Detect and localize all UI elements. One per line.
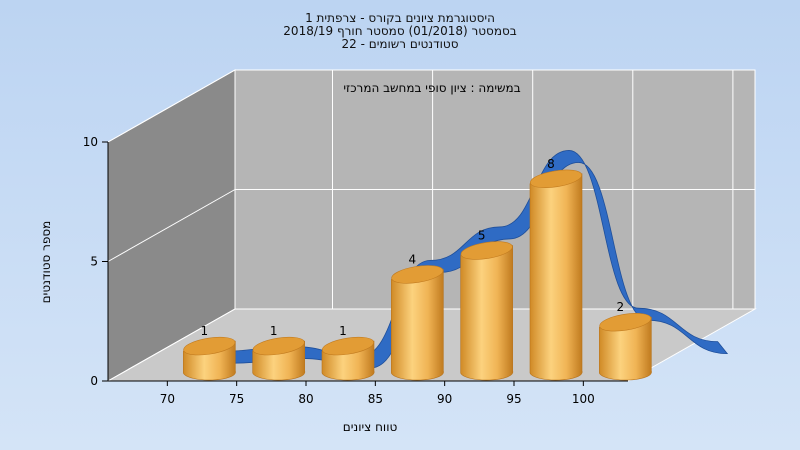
x-tick-label: 95 bbox=[506, 392, 521, 406]
x-tick-label: 90 bbox=[437, 392, 452, 406]
data-label: 1 bbox=[339, 324, 347, 338]
bar-top bbox=[391, 265, 444, 284]
bar bbox=[599, 313, 652, 381]
bar-top bbox=[252, 336, 305, 356]
chart-title: היסטוגרמת ציונים בקורס - צרפתית 1 בסמסטר… bbox=[283, 11, 516, 51]
title-line-2: בסמסטר (01/2018) סמסטר חורף 2018/19 bbox=[283, 24, 516, 38]
bar-top bbox=[599, 313, 652, 332]
data-label: 1 bbox=[270, 324, 278, 338]
bar-top bbox=[183, 336, 236, 356]
grid-line-side bbox=[107, 308, 236, 382]
bar-top bbox=[529, 169, 583, 188]
x-tick-label: 70 bbox=[160, 392, 175, 406]
bar-top bbox=[460, 241, 513, 260]
grid-line-side bbox=[107, 189, 236, 262]
x-axis-title: טווח ציונים bbox=[343, 420, 398, 434]
bar-top bbox=[321, 336, 375, 356]
bar bbox=[460, 241, 514, 381]
bar bbox=[252, 336, 306, 381]
x-tick-label: 100 bbox=[572, 392, 595, 406]
y-tick-label: 10 bbox=[83, 135, 98, 149]
bar bbox=[391, 265, 444, 381]
y-tick-label: 0 bbox=[90, 374, 98, 388]
bars-group bbox=[183, 169, 652, 381]
grid-line-side bbox=[107, 69, 236, 143]
data-label: 5 bbox=[478, 229, 486, 243]
bar bbox=[183, 336, 236, 381]
data-labels-group: 1 1 1 4 5 8 2 bbox=[201, 157, 625, 338]
data-label: 8 bbox=[547, 157, 555, 171]
title-line-1: היסטוגרמת ציונים בקורס - צרפתית 1 bbox=[305, 11, 495, 25]
bar-body bbox=[460, 245, 514, 381]
bar bbox=[321, 336, 375, 381]
title-line-3: סטודנטים רשומים - 22 bbox=[341, 37, 458, 51]
data-label: 2 bbox=[617, 300, 625, 314]
bar-body bbox=[391, 269, 444, 381]
y-axis: 0 5 10 bbox=[83, 135, 109, 388]
bar-body bbox=[599, 316, 652, 381]
x-tick-label: 85 bbox=[368, 392, 383, 406]
bar bbox=[529, 169, 583, 381]
x-tick-label: 75 bbox=[229, 392, 244, 406]
y-tick-label: 5 bbox=[90, 255, 98, 269]
y-axis-title: מספר סטודנטים bbox=[39, 221, 53, 304]
data-label: 4 bbox=[409, 252, 417, 266]
data-label: 1 bbox=[201, 324, 209, 338]
x-tick-label: 80 bbox=[298, 392, 313, 406]
x-axis: 70 75 80 85 90 95 100 bbox=[108, 380, 628, 406]
bar-body bbox=[529, 173, 583, 381]
plot-annotation: במשימה : ציון סופי במחשב המרכזי bbox=[343, 81, 520, 95]
